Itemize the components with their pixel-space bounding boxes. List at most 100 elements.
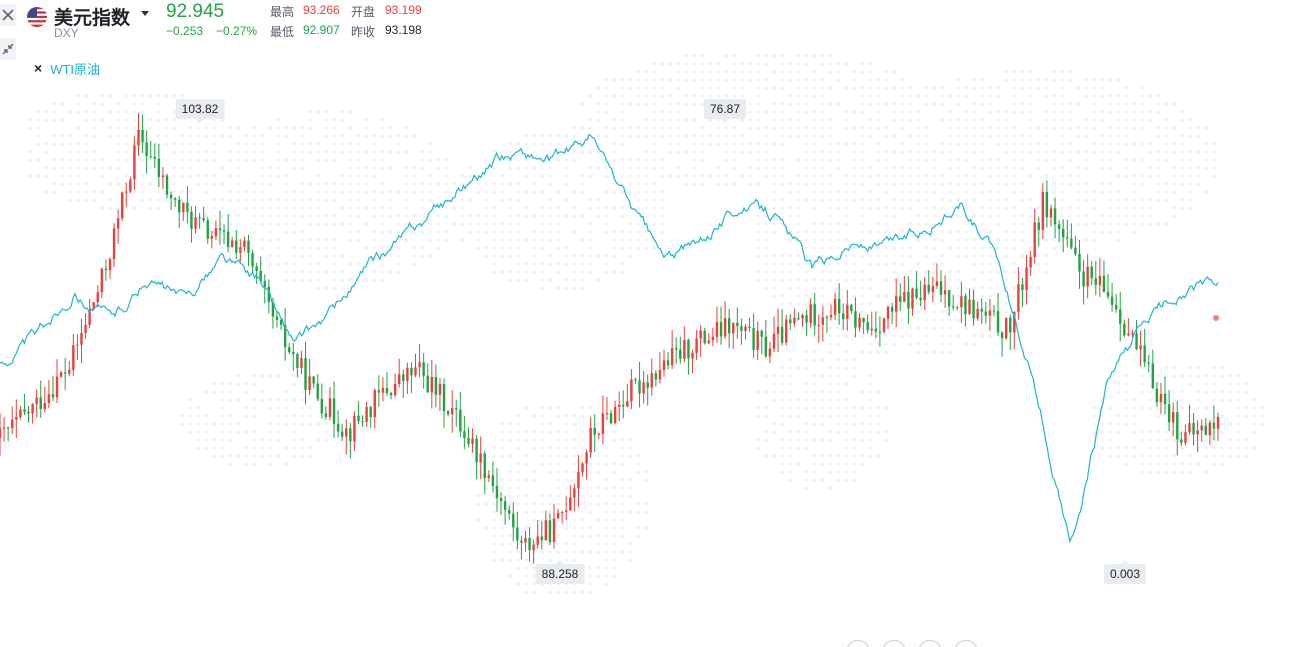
map-dot bbox=[540, 238, 544, 242]
map-dot bbox=[828, 142, 832, 146]
map-dot bbox=[564, 446, 568, 450]
candle-body bbox=[642, 382, 645, 394]
map-dot bbox=[556, 446, 560, 450]
map-dot bbox=[156, 110, 160, 114]
map-dot bbox=[276, 214, 280, 218]
map-dot bbox=[284, 270, 288, 274]
map-dot bbox=[748, 142, 752, 146]
map-dot bbox=[492, 526, 496, 530]
map-dot bbox=[300, 382, 304, 386]
map-dot bbox=[868, 166, 872, 170]
map-dot bbox=[564, 166, 568, 170]
map-dot bbox=[508, 214, 512, 218]
map-dot bbox=[212, 438, 216, 442]
map-dot bbox=[548, 550, 552, 554]
map-dot bbox=[772, 102, 776, 106]
map-dot bbox=[836, 262, 840, 266]
map-dot bbox=[532, 270, 536, 274]
map-dot bbox=[788, 438, 792, 442]
map-dot bbox=[276, 206, 280, 210]
map-dot bbox=[524, 438, 528, 442]
map-dot bbox=[804, 102, 808, 106]
map-dot bbox=[772, 254, 776, 258]
map-dot bbox=[836, 62, 840, 66]
map-dot bbox=[620, 518, 624, 522]
map-dot bbox=[796, 102, 800, 106]
nav-dot[interactable] bbox=[918, 640, 942, 647]
map-dot bbox=[876, 430, 880, 434]
map-dot bbox=[548, 502, 552, 506]
nav-dot[interactable] bbox=[882, 640, 906, 647]
wti-line bbox=[0, 133, 1219, 544]
map-dot bbox=[836, 366, 840, 370]
map-dot bbox=[620, 446, 624, 450]
map-dot bbox=[116, 110, 120, 114]
map-dot bbox=[612, 510, 616, 514]
map-dot bbox=[372, 166, 376, 170]
map-dot bbox=[148, 118, 152, 122]
map-dot bbox=[572, 270, 576, 274]
map-dot bbox=[868, 78, 872, 82]
map-dot bbox=[692, 174, 696, 178]
map-dot bbox=[524, 262, 528, 266]
map-dot bbox=[668, 78, 672, 82]
map-dot bbox=[228, 398, 232, 402]
candle-body bbox=[410, 367, 413, 376]
map-dot bbox=[204, 134, 208, 138]
map-dot bbox=[804, 294, 808, 298]
map-dot bbox=[516, 198, 520, 202]
map-dot bbox=[628, 510, 632, 514]
map-dot bbox=[812, 470, 816, 474]
map-dot bbox=[772, 110, 776, 114]
map-dot bbox=[236, 182, 240, 186]
map-dot bbox=[876, 174, 880, 178]
map-dot bbox=[204, 438, 208, 442]
map-dot bbox=[252, 134, 256, 138]
map-dot bbox=[764, 438, 768, 442]
map-dot bbox=[572, 262, 576, 266]
candle-body bbox=[1062, 228, 1065, 238]
map-dot bbox=[596, 254, 600, 258]
map-dot bbox=[564, 278, 568, 282]
map-dot bbox=[516, 142, 520, 146]
map-dot bbox=[836, 422, 840, 426]
map-dot bbox=[500, 150, 504, 154]
nav-dot[interactable] bbox=[954, 640, 978, 647]
map-dot bbox=[252, 430, 256, 434]
map-dot bbox=[524, 510, 528, 514]
map-dot bbox=[804, 422, 808, 426]
nav-dot[interactable] bbox=[846, 640, 870, 647]
map-dot bbox=[524, 206, 528, 210]
map-dot bbox=[284, 182, 288, 186]
candle-body bbox=[1192, 422, 1195, 435]
map-dot bbox=[788, 302, 792, 306]
map-dot bbox=[596, 86, 600, 90]
map-dot bbox=[796, 430, 800, 434]
map-dot bbox=[508, 206, 512, 210]
map-dot bbox=[812, 198, 816, 202]
map-dot bbox=[108, 166, 112, 170]
map-dot bbox=[604, 174, 608, 178]
map-dot bbox=[524, 430, 528, 434]
map-dot bbox=[532, 510, 536, 514]
map-dot bbox=[364, 174, 368, 178]
map-dot bbox=[772, 390, 776, 394]
map-dot bbox=[644, 238, 648, 242]
candle-body bbox=[939, 281, 943, 295]
map-dot bbox=[636, 470, 640, 474]
candle-body bbox=[116, 218, 120, 229]
map-dot bbox=[60, 118, 64, 122]
map-dot bbox=[220, 206, 224, 210]
map-dot bbox=[316, 238, 320, 242]
map-dot bbox=[828, 214, 832, 218]
map-dot bbox=[780, 302, 784, 306]
map-dot bbox=[860, 214, 864, 218]
map-dot bbox=[764, 430, 768, 434]
map-dot bbox=[516, 246, 520, 250]
map-dot bbox=[508, 254, 512, 258]
map-dot bbox=[764, 254, 768, 258]
candle-body bbox=[214, 228, 218, 237]
map-dot bbox=[620, 246, 624, 250]
map-dot bbox=[580, 262, 584, 266]
